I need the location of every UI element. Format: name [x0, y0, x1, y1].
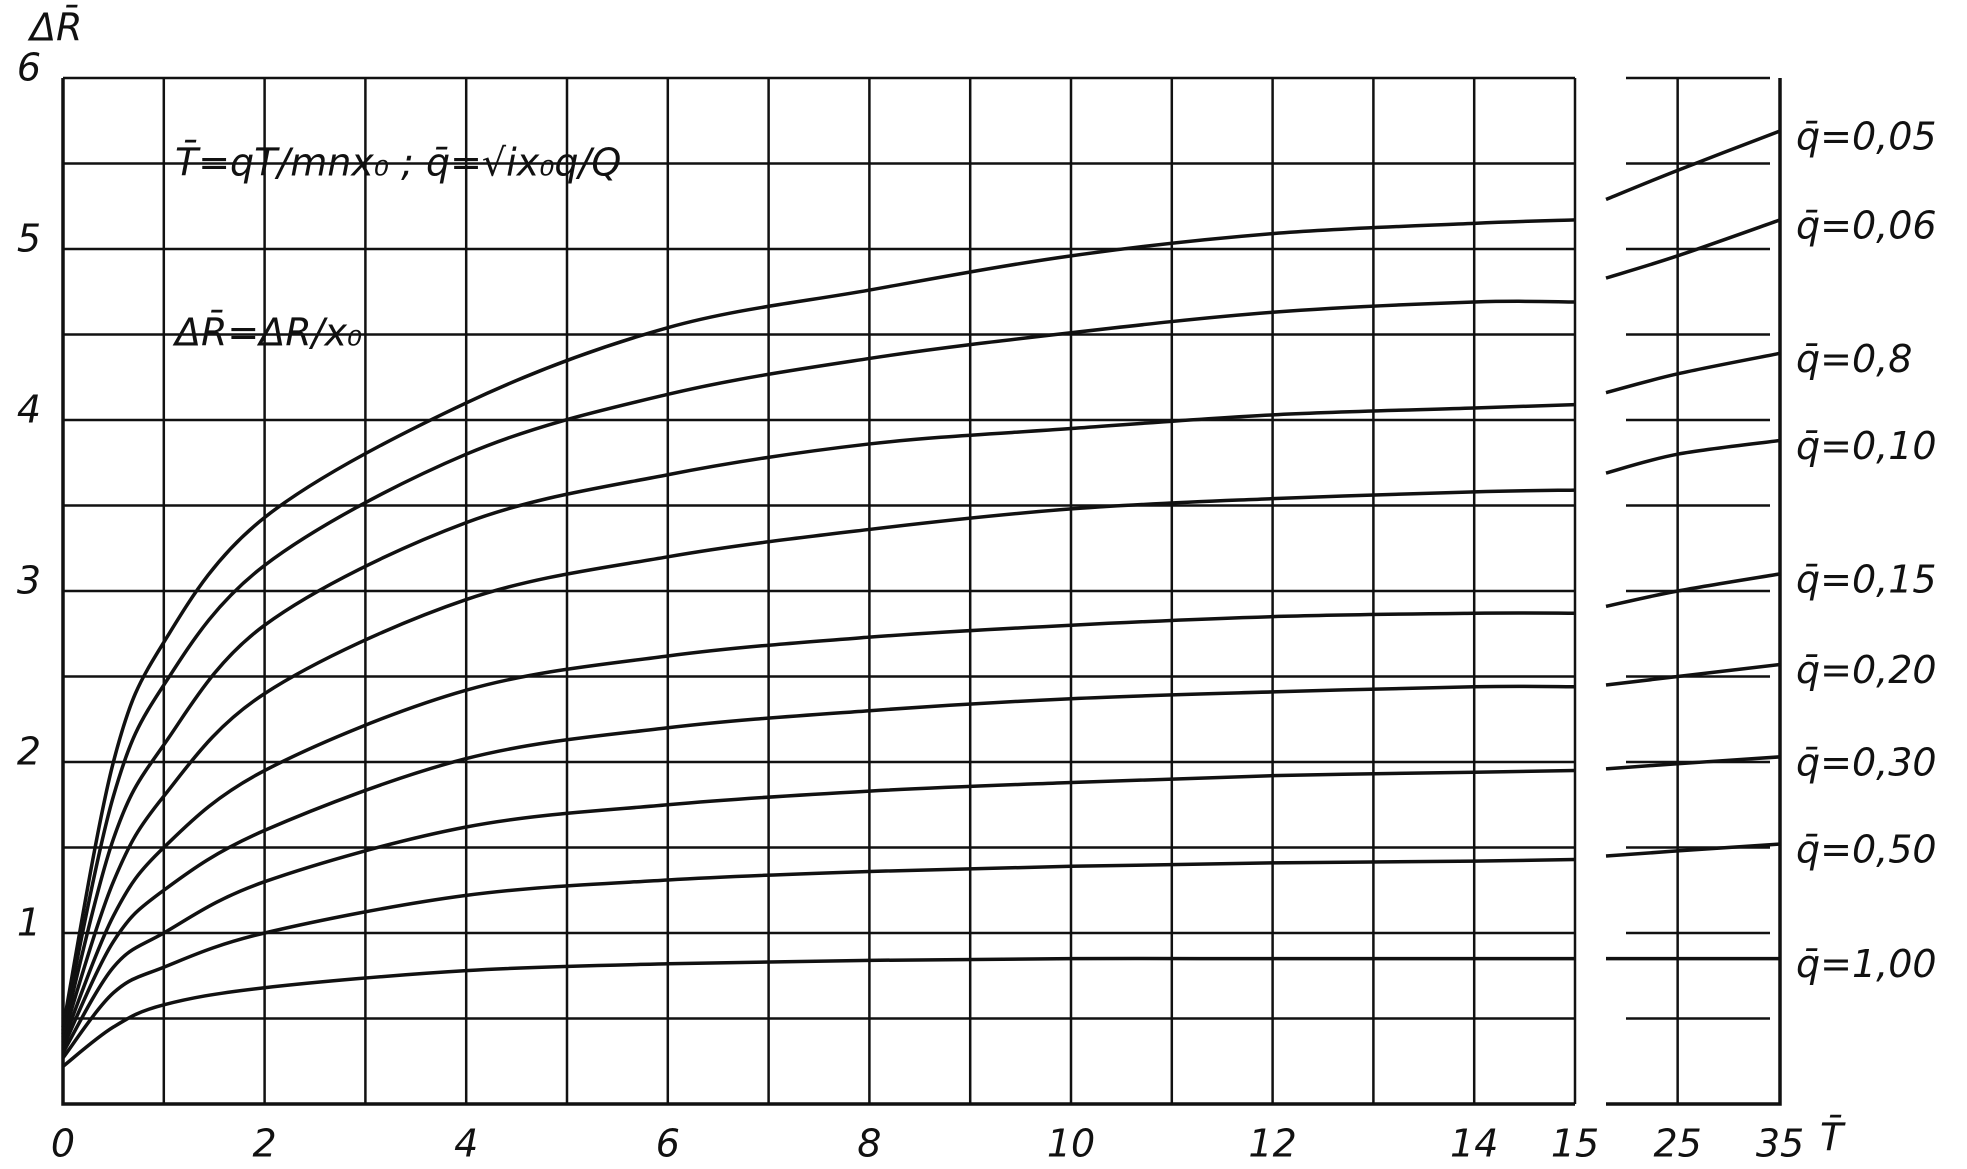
x-tick-label: 4: [454, 1122, 478, 1166]
series-label: q̄=0,20: [1796, 648, 1937, 692]
y-tick-label: 3: [17, 559, 41, 603]
x-tick-label: 25: [1653, 1122, 1701, 1166]
annotation: ΔR̄=ΔR/x₀: [172, 311, 362, 355]
line-series: [1605, 842, 1781, 858]
line-series: [61, 299, 1576, 1031]
line-series: [61, 956, 1575, 1068]
x-tick-label: 35: [1756, 1122, 1804, 1166]
x-tick-label: 14: [1450, 1122, 1498, 1166]
x-tick-label: 6: [656, 1122, 680, 1166]
series-label: q̄=0,8: [1796, 337, 1912, 381]
series-label: q̄=0,10: [1796, 424, 1937, 468]
y-tick-label: 1: [17, 901, 41, 945]
series-label: q̄=0,50: [1796, 828, 1937, 872]
axis-frame: [61, 78, 1782, 1106]
line-series: [1605, 129, 1781, 202]
line-series: [61, 684, 1576, 1049]
series-label: q̄=0,06: [1796, 203, 1937, 247]
series-label: q̄=0,30: [1796, 740, 1937, 784]
y-tick-label: 5: [17, 217, 41, 261]
line-series: [1605, 755, 1781, 771]
line-series: [1605, 662, 1781, 687]
x-tick-label: 10: [1047, 1122, 1095, 1166]
x-axis-label: T̄: [1820, 1116, 1846, 1160]
x-tick-label: 12: [1248, 1122, 1296, 1166]
line-series: [61, 857, 1576, 1059]
y-tick-label: 2: [17, 730, 41, 774]
series-label: q̄=0,05: [1796, 115, 1937, 159]
line-series: [61, 768, 1576, 1054]
line-series: [61, 488, 1576, 1038]
series-label: q̄=1,00: [1796, 942, 1937, 986]
y-tick-label: 4: [17, 388, 41, 432]
line-series: [61, 402, 1576, 1035]
line-series: [1605, 218, 1781, 280]
line-series: [1605, 438, 1781, 475]
y-axis-label: ΔR̄: [27, 6, 82, 50]
x-tick-label: 0: [51, 1122, 75, 1166]
line-series: [1605, 351, 1781, 395]
series-label: q̄=0,15: [1796, 557, 1937, 601]
x-tick-label: 8: [857, 1122, 881, 1166]
line-series: [61, 218, 1576, 1028]
y-tick-label: 6: [17, 46, 41, 90]
line-series: [1605, 572, 1781, 609]
x-tick-label: 15: [1551, 1122, 1599, 1166]
line-series: [61, 611, 1576, 1044]
x-tick-label: 2: [253, 1122, 277, 1166]
